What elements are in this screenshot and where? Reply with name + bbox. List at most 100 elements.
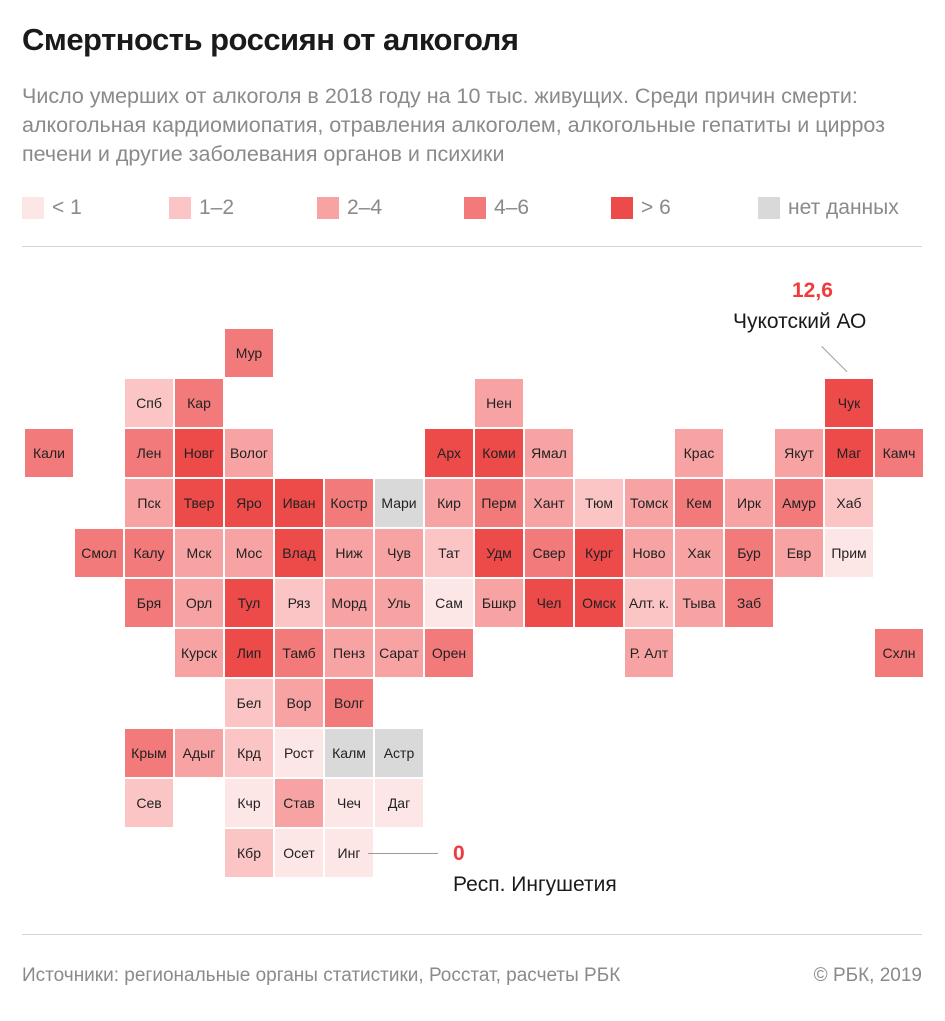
region-tile: Кир: [425, 479, 473, 527]
region-tile: Камч: [875, 429, 923, 477]
region-tile: Крас: [675, 429, 723, 477]
legend-label: 4–6: [494, 196, 530, 219]
region-tile: Морд: [325, 579, 373, 627]
region-tile: Кург: [575, 529, 623, 577]
region-tile: Чук: [825, 379, 873, 427]
region-tile: Смол: [75, 529, 123, 577]
region-tile: Адыг: [175, 729, 223, 777]
region-tile: Заб: [725, 579, 773, 627]
region-tile: Сарат: [375, 629, 423, 677]
region-tile: Бур: [725, 529, 773, 577]
region-tile: Став: [275, 779, 323, 827]
region-tile: Спб: [125, 379, 173, 427]
region-tile: Волог: [225, 429, 273, 477]
footer-source: Источники: региональные органы статистик…: [22, 965, 621, 986]
region-tile: Хаб: [825, 479, 873, 527]
region-tile: Кчр: [225, 779, 273, 827]
region-tile: Бшкр: [475, 579, 523, 627]
region-tile: Крым: [125, 729, 173, 777]
legend-label: > 6: [641, 196, 671, 219]
region-tile: Орл: [175, 579, 223, 627]
region-tile: Тамб: [275, 629, 323, 677]
region-tile: Прим: [825, 529, 873, 577]
region-tile: Тул: [225, 579, 273, 627]
page-title: Смертность россиян от алкоголя: [22, 22, 519, 57]
region-tile: Орен: [425, 629, 473, 677]
region-tile: Ниж: [325, 529, 373, 577]
region-tile: Сам: [425, 579, 473, 627]
region-tile: Рост: [275, 729, 323, 777]
legend-item-gt6: > 6: [611, 196, 671, 220]
region-tile: Нен: [475, 379, 523, 427]
region-tile: Ряз: [275, 579, 323, 627]
region-tile: Крд: [225, 729, 273, 777]
callout-min-value: 0: [453, 842, 465, 865]
region-tile: Мос: [225, 529, 273, 577]
region-tile: Уль: [375, 579, 423, 627]
region-tile: Даг: [375, 779, 423, 827]
region-tile: Перм: [475, 479, 523, 527]
region-tile: Бря: [125, 579, 173, 627]
region-tile: Чув: [375, 529, 423, 577]
legend-swatch: [611, 197, 633, 219]
region-tile: Осет: [275, 829, 323, 877]
region-tile: Схлн: [875, 629, 923, 677]
legend-swatch: [758, 197, 780, 219]
region-tile: Мари: [375, 479, 423, 527]
region-tile: Ново: [625, 529, 673, 577]
region-tile: Твер: [175, 479, 223, 527]
callout-min-region: Респ. Ингушетия: [453, 873, 617, 896]
region-tile: Кбр: [225, 829, 273, 877]
callout-max-region: Чукотский АО: [733, 310, 867, 333]
region-tile: Курск: [175, 629, 223, 677]
region-tile: Костр: [325, 479, 373, 527]
region-tile: Арх: [425, 429, 473, 477]
legend-swatch: [22, 197, 44, 219]
region-tile: Мур: [225, 329, 273, 377]
callout-min-leader-line: [368, 853, 438, 854]
region-tile: Вор: [275, 679, 323, 727]
legend-swatch: [464, 197, 486, 219]
legend: < 1 1–2 2–4 4–6 > 6 нет данных: [22, 196, 922, 224]
region-tile: Пенз: [325, 629, 373, 677]
region-tile: Чел: [525, 579, 573, 627]
legend-item-2-4: 2–4: [317, 196, 382, 220]
region-tile: Влад: [275, 529, 323, 577]
legend-label: 1–2: [199, 196, 235, 219]
region-tile: Маг: [825, 429, 873, 477]
region-tile: Яро: [225, 479, 273, 527]
region-tile: Новг: [175, 429, 223, 477]
region-tile: Томск: [625, 479, 673, 527]
region-tile: Амур: [775, 479, 823, 527]
region-tile: Сев: [125, 779, 173, 827]
region-tile: Волг: [325, 679, 373, 727]
region-tile: Ямал: [525, 429, 573, 477]
region-tile: Астр: [375, 729, 423, 777]
legend-label: < 1: [52, 196, 82, 219]
legend-label: 2–4: [347, 196, 383, 219]
legend-swatch: [317, 197, 339, 219]
footer-copyright: © РБК, 2019: [813, 965, 922, 986]
region-tile: Бел: [225, 679, 273, 727]
legend-item-no-data: нет данных: [758, 196, 899, 220]
region-tile: Ирк: [725, 479, 773, 527]
region-tile: Пск: [125, 479, 173, 527]
region-tile: Коми: [475, 429, 523, 477]
region-tile: Тат: [425, 529, 473, 577]
legend-item-4-6: 4–6: [464, 196, 529, 220]
legend-swatch: [169, 197, 191, 219]
top-divider: [22, 246, 922, 247]
region-tile: Якут: [775, 429, 823, 477]
region-tile: Инг: [325, 829, 373, 877]
region-tile: Иван: [275, 479, 323, 527]
page-subtitle: Число умерших от алкоголя в 2018 году на…: [22, 84, 886, 166]
legend-item-1-2: 1–2: [169, 196, 234, 220]
region-tile: Кали: [25, 429, 73, 477]
region-tile: Тюм: [575, 479, 623, 527]
region-tile: Хант: [525, 479, 573, 527]
region-tile: Омск: [575, 579, 623, 627]
region-tile: Калу: [125, 529, 173, 577]
legend-item-lt1: < 1: [22, 196, 82, 220]
bottom-divider: [22, 934, 922, 935]
